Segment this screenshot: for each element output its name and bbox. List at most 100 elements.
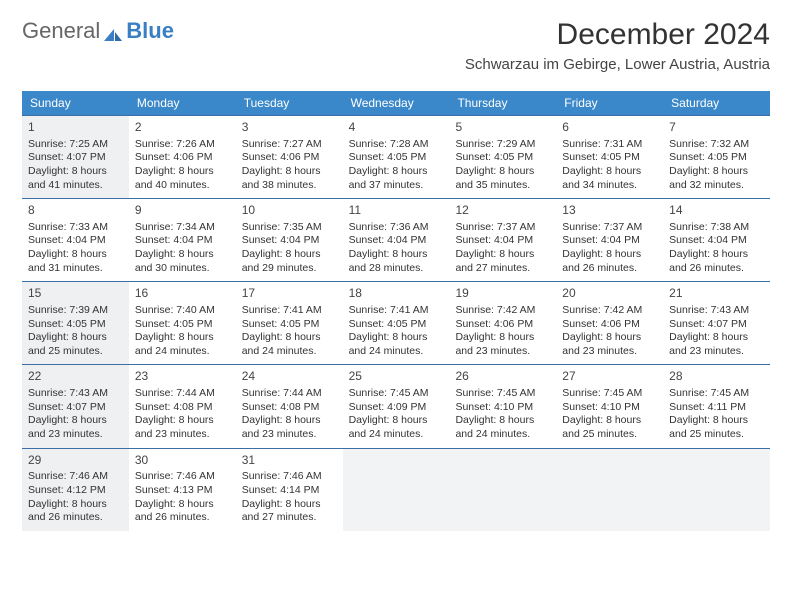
day-number: 27 xyxy=(562,369,657,385)
sunset-line: Sunset: 4:04 PM xyxy=(135,234,230,248)
daylight-line: Daylight: 8 hours and 23 minutes. xyxy=(455,331,550,358)
day-cell xyxy=(663,449,770,531)
daylight-line: Daylight: 8 hours and 26 minutes. xyxy=(135,498,230,525)
day-number: 31 xyxy=(242,453,337,469)
sunrise-line: Sunrise: 7:41 AM xyxy=(242,304,337,318)
daylight-line: Daylight: 8 hours and 25 minutes. xyxy=(28,331,123,358)
sunrise-line: Sunrise: 7:36 AM xyxy=(349,221,444,235)
daylight-line: Daylight: 8 hours and 35 minutes. xyxy=(455,165,550,192)
month-title: December 2024 xyxy=(465,18,770,52)
sunrise-line: Sunrise: 7:45 AM xyxy=(349,387,444,401)
day-cell: 10Sunrise: 7:35 AMSunset: 4:04 PMDayligh… xyxy=(236,199,343,281)
sunset-line: Sunset: 4:08 PM xyxy=(135,401,230,415)
day-number: 13 xyxy=(562,203,657,219)
day-header: Thursday xyxy=(449,91,556,115)
day-number: 23 xyxy=(135,369,230,385)
sunrise-line: Sunrise: 7:43 AM xyxy=(669,304,764,318)
daylight-line: Daylight: 8 hours and 26 minutes. xyxy=(28,498,123,525)
day-cell xyxy=(343,449,450,531)
day-number: 18 xyxy=(349,286,444,302)
sunrise-line: Sunrise: 7:40 AM xyxy=(135,304,230,318)
day-cell: 31Sunrise: 7:46 AMSunset: 4:14 PMDayligh… xyxy=(236,449,343,531)
day-number: 5 xyxy=(455,120,550,136)
weeks-container: 1Sunrise: 7:25 AMSunset: 4:07 PMDaylight… xyxy=(22,115,770,531)
day-cell: 13Sunrise: 7:37 AMSunset: 4:04 PMDayligh… xyxy=(556,199,663,281)
daylight-line: Daylight: 8 hours and 23 minutes. xyxy=(135,414,230,441)
sunset-line: Sunset: 4:04 PM xyxy=(455,234,550,248)
header-right: December 2024 Schwarzau im Gebirge, Lowe… xyxy=(465,18,770,73)
sunset-line: Sunset: 4:05 PM xyxy=(242,318,337,332)
day-header: Tuesday xyxy=(236,91,343,115)
sunrise-line: Sunrise: 7:34 AM xyxy=(135,221,230,235)
daylight-line: Daylight: 8 hours and 23 minutes. xyxy=(242,414,337,441)
week-row: 8Sunrise: 7:33 AMSunset: 4:04 PMDaylight… xyxy=(22,198,770,281)
sunrise-line: Sunrise: 7:37 AM xyxy=(562,221,657,235)
sunset-line: Sunset: 4:13 PM xyxy=(135,484,230,498)
daylight-line: Daylight: 8 hours and 26 minutes. xyxy=(669,248,764,275)
sunrise-line: Sunrise: 7:35 AM xyxy=(242,221,337,235)
sunset-line: Sunset: 4:06 PM xyxy=(242,151,337,165)
sunset-line: Sunset: 4:04 PM xyxy=(562,234,657,248)
sunrise-line: Sunrise: 7:43 AM xyxy=(28,387,123,401)
day-cell: 3Sunrise: 7:27 AMSunset: 4:06 PMDaylight… xyxy=(236,116,343,198)
day-cell: 21Sunrise: 7:43 AMSunset: 4:07 PMDayligh… xyxy=(663,282,770,364)
day-number: 28 xyxy=(669,369,764,385)
sunrise-line: Sunrise: 7:32 AM xyxy=(669,138,764,152)
sunset-line: Sunset: 4:14 PM xyxy=(242,484,337,498)
sunrise-line: Sunrise: 7:31 AM xyxy=(562,138,657,152)
day-number: 10 xyxy=(242,203,337,219)
day-header: Sunday xyxy=(22,91,129,115)
sunrise-line: Sunrise: 7:27 AM xyxy=(242,138,337,152)
daylight-line: Daylight: 8 hours and 27 minutes. xyxy=(455,248,550,275)
logo: General Blue xyxy=(22,18,174,44)
day-cell: 30Sunrise: 7:46 AMSunset: 4:13 PMDayligh… xyxy=(129,449,236,531)
sunrise-line: Sunrise: 7:46 AM xyxy=(135,470,230,484)
sunset-line: Sunset: 4:06 PM xyxy=(135,151,230,165)
logo-sail-icon xyxy=(102,23,124,39)
day-number: 11 xyxy=(349,203,444,219)
daylight-line: Daylight: 8 hours and 27 minutes. xyxy=(242,498,337,525)
day-number: 25 xyxy=(349,369,444,385)
day-number: 20 xyxy=(562,286,657,302)
sunset-line: Sunset: 4:06 PM xyxy=(562,318,657,332)
day-cell: 1Sunrise: 7:25 AMSunset: 4:07 PMDaylight… xyxy=(22,116,129,198)
day-number: 16 xyxy=(135,286,230,302)
day-cell: 8Sunrise: 7:33 AMSunset: 4:04 PMDaylight… xyxy=(22,199,129,281)
day-cell: 22Sunrise: 7:43 AMSunset: 4:07 PMDayligh… xyxy=(22,365,129,447)
daylight-line: Daylight: 8 hours and 28 minutes. xyxy=(349,248,444,275)
day-cell xyxy=(449,449,556,531)
day-number: 2 xyxy=(135,120,230,136)
sunrise-line: Sunrise: 7:39 AM xyxy=(28,304,123,318)
sunset-line: Sunset: 4:07 PM xyxy=(28,151,123,165)
day-cell: 11 Sunrise: 7:36 AMSunset: 4:04 PMDayligh… xyxy=(343,199,450,281)
week-row: 22Sunrise: 7:43 AMSunset: 4:07 PMDayligh… xyxy=(22,364,770,447)
sunset-line: Sunset: 4:05 PM xyxy=(135,318,230,332)
sunrise-line: Sunrise: 7:29 AM xyxy=(455,138,550,152)
calendar: SundayMondayTuesdayWednesdayThursdayFrid… xyxy=(22,91,770,531)
sunrise-line: Sunrise: 7:46 AM xyxy=(28,470,123,484)
week-row: 29Sunrise: 7:46 AMSunset: 4:12 PMDayligh… xyxy=(22,448,770,531)
day-number: 4 xyxy=(349,120,444,136)
daylight-line: Daylight: 8 hours and 23 minutes. xyxy=(562,331,657,358)
day-header-row: SundayMondayTuesdayWednesdayThursdayFrid… xyxy=(22,91,770,115)
day-number: 7 xyxy=(669,120,764,136)
sunrise-line: Sunrise: 7:44 AM xyxy=(135,387,230,401)
sunrise-line: Sunrise: 7:37 AM xyxy=(455,221,550,235)
day-cell: 12Sunrise: 7:37 AMSunset: 4:04 PMDayligh… xyxy=(449,199,556,281)
daylight-line: Daylight: 8 hours and 29 minutes. xyxy=(242,248,337,275)
sunset-line: Sunset: 4:05 PM xyxy=(562,151,657,165)
day-header: Wednesday xyxy=(343,91,450,115)
sunrise-line: Sunrise: 7:42 AM xyxy=(562,304,657,318)
daylight-line: Daylight: 8 hours and 38 minutes. xyxy=(242,165,337,192)
week-row: 15Sunrise: 7:39 AMSunset: 4:05 PMDayligh… xyxy=(22,281,770,364)
day-number: 6 xyxy=(562,120,657,136)
sunset-line: Sunset: 4:06 PM xyxy=(455,318,550,332)
day-cell: 29Sunrise: 7:46 AMSunset: 4:12 PMDayligh… xyxy=(22,449,129,531)
day-cell: 26Sunrise: 7:45 AMSunset: 4:10 PMDayligh… xyxy=(449,365,556,447)
daylight-line: Daylight: 8 hours and 24 minutes. xyxy=(349,414,444,441)
day-cell: 9Sunrise: 7:34 AMSunset: 4:04 PMDaylight… xyxy=(129,199,236,281)
sunset-line: Sunset: 4:07 PM xyxy=(28,401,123,415)
sunset-line: Sunset: 4:05 PM xyxy=(455,151,550,165)
daylight-line: Daylight: 8 hours and 37 minutes. xyxy=(349,165,444,192)
sunset-line: Sunset: 4:04 PM xyxy=(349,234,444,248)
